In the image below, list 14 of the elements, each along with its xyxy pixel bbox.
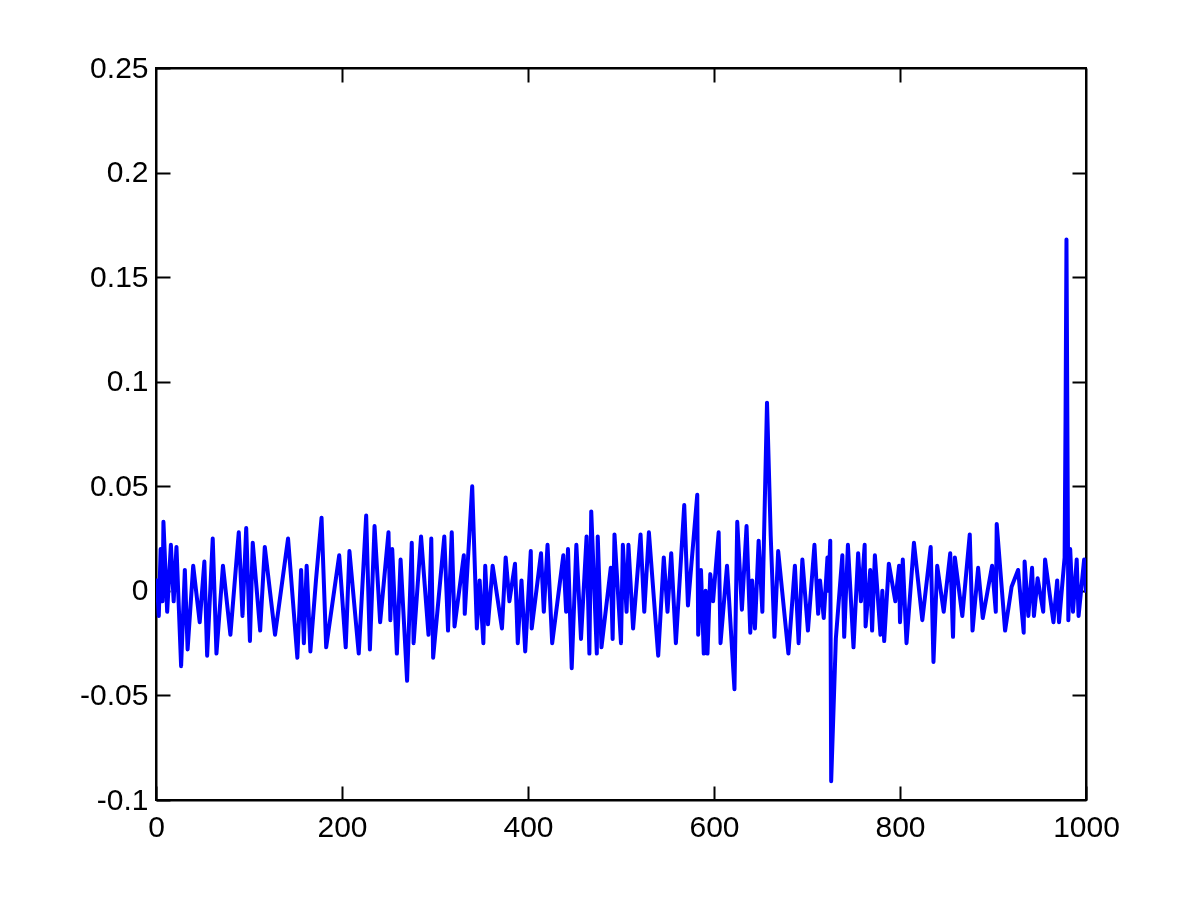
x-tick-label: 200 (317, 809, 368, 843)
y-tick-label: 0.1 (106, 364, 149, 398)
x-tick-label: 800 (875, 809, 926, 843)
y-tick-label: -0.05 (80, 677, 149, 711)
y-tick-label: 0.2 (106, 155, 149, 189)
y-tick-label: 0.05 (90, 468, 149, 502)
x-tick-label: 400 (503, 809, 554, 843)
x-tick-label: 1000 (1053, 809, 1120, 843)
y-tick-label: 0.25 (90, 50, 149, 84)
y-tick-label: 0 (131, 573, 149, 607)
y-tick-label: -0.1 (96, 782, 149, 816)
x-tick-label: 600 (689, 809, 740, 843)
y-tick-label: 0.15 (90, 259, 149, 293)
line-series (156, 237, 1086, 784)
